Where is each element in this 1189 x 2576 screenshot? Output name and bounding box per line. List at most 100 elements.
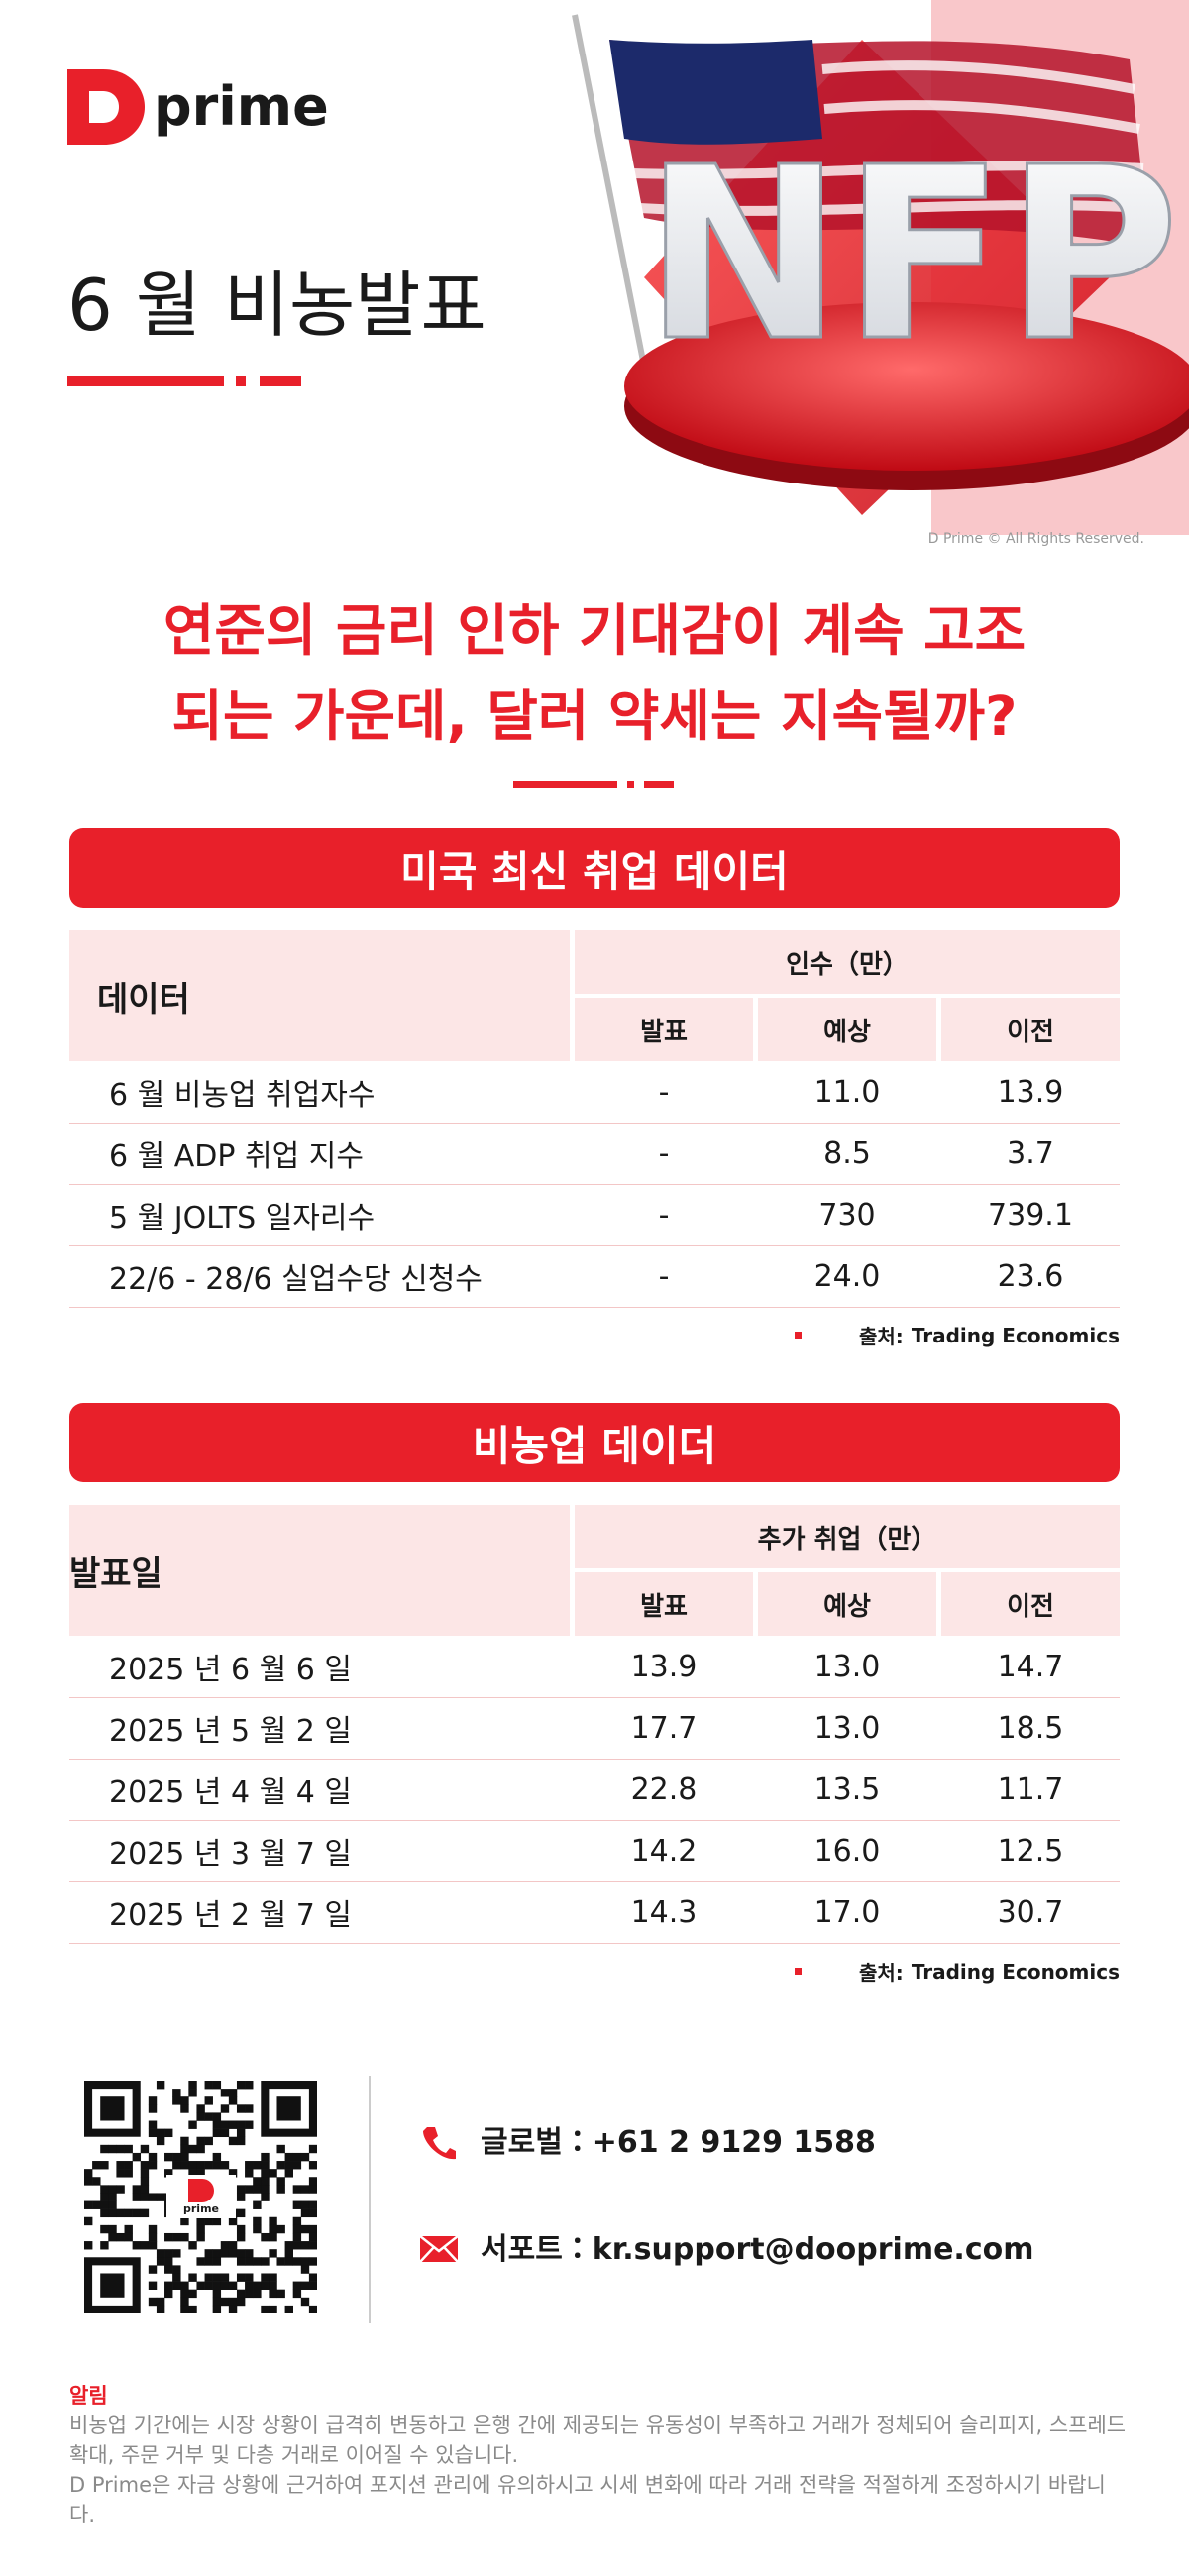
qr-module	[172, 2152, 181, 2162]
qr-module	[148, 2193, 158, 2201]
qr-module	[100, 2096, 125, 2121]
qr-module	[236, 2297, 246, 2307]
qr-module	[180, 2144, 189, 2154]
qr-module	[196, 2104, 205, 2113]
table-cell: 11.7	[997, 1771, 1064, 1807]
qr-module	[108, 2185, 117, 2194]
qr-module	[236, 2120, 246, 2129]
qr-module	[220, 2241, 230, 2250]
contact-phone: 글로벌：+61 2 9129 1588	[481, 2125, 876, 2160]
qr-module	[269, 2289, 277, 2299]
qr-module	[284, 2169, 293, 2178]
qr-module	[236, 2081, 246, 2090]
column-header: 발표	[575, 998, 753, 1061]
qr-module	[308, 2273, 317, 2282]
qr-module	[148, 2128, 158, 2138]
qr-module	[164, 2257, 173, 2266]
qr-module	[261, 2169, 270, 2178]
qr-module	[220, 2249, 230, 2258]
qr-module	[308, 2281, 317, 2290]
qr-module	[164, 2265, 173, 2274]
qr-module	[292, 2241, 302, 2250]
qr-module	[228, 2297, 238, 2307]
column-header: 예상	[758, 998, 936, 1061]
contact-email: 서포트：kr.support@dooprime.com	[481, 2232, 1034, 2267]
table-cell: -	[658, 1074, 670, 1110]
qr-module	[188, 2120, 197, 2129]
divider	[369, 2076, 371, 2323]
qr-module	[253, 2161, 262, 2170]
row-label: 2025 년 5 월 2 일	[109, 1714, 353, 1749]
qr-module	[253, 2289, 262, 2299]
qr-module	[188, 2161, 197, 2170]
qr-module	[228, 2241, 238, 2250]
qr-module	[140, 2208, 150, 2218]
qr-module	[236, 2193, 246, 2201]
qr-module	[228, 2249, 238, 2258]
row-label: 6 월 ADP 취업 지수	[109, 1139, 364, 1174]
section-title: 비농업 데이더	[69, 1403, 1120, 1482]
qr-module	[116, 2169, 125, 2178]
qr-module	[92, 2177, 101, 2186]
source-name: Trading Economics	[911, 1323, 1120, 1347]
qr-module	[269, 2232, 277, 2242]
qr-module	[140, 2193, 150, 2201]
qr-module	[300, 2281, 310, 2290]
qr-module	[156, 2257, 165, 2266]
row-label: 2025 년 4 월 4 일	[109, 1775, 353, 1810]
table-cell: 8.5	[823, 1135, 871, 1171]
qr-module	[269, 2216, 277, 2226]
qr-module	[212, 2112, 222, 2121]
row-label: 2025 년 6 월 6 일	[109, 1653, 353, 1687]
qr-module	[100, 2241, 109, 2250]
qr-module	[204, 2081, 213, 2090]
qr-module	[292, 2152, 302, 2162]
qr-module	[196, 2161, 205, 2170]
headline-line: 되는 가운데, 달러 약세는 지속될까?	[171, 685, 1018, 749]
qr-module	[156, 2193, 165, 2201]
qr-module	[116, 2232, 125, 2242]
qr-module	[196, 2232, 205, 2242]
qr-module	[116, 2208, 125, 2218]
qr-module	[148, 2241, 158, 2250]
deco	[260, 376, 301, 386]
table-row: 5 월 JOLTS 일자리수 - 730 739.1	[69, 1184, 1120, 1246]
column-header: 발표	[575, 1572, 753, 1636]
qr-module	[100, 2200, 109, 2209]
qr-module	[300, 2152, 310, 2162]
qr-module	[204, 2096, 213, 2105]
qr-module	[188, 2089, 197, 2097]
qr-module	[164, 2152, 173, 2162]
qr-module	[188, 2144, 197, 2154]
qr-module	[300, 2265, 310, 2274]
qr-module	[84, 2169, 93, 2178]
row-header: 발표일	[69, 1505, 570, 1636]
table-cell: 13.9	[997, 1074, 1064, 1110]
table-cell: 12.5	[997, 1833, 1064, 1869]
qr-module	[212, 2273, 222, 2282]
qr-module	[253, 2200, 262, 2209]
qr-module	[308, 2185, 317, 2194]
row-header: 데이터	[69, 930, 570, 1061]
deco	[236, 376, 246, 386]
qr-module	[236, 2224, 246, 2234]
copyright: D Prime © All Rights Reserved.	[927, 531, 1144, 547]
mail-icon	[419, 2235, 459, 2263]
qr-module	[220, 2089, 230, 2097]
qr-module	[84, 2241, 93, 2250]
qr-module	[100, 2161, 109, 2170]
table-cell: 22.8	[630, 1771, 698, 1807]
source: 출처: Trading Economics	[795, 1957, 1120, 1986]
qr-module	[132, 2208, 142, 2218]
qr-module	[132, 2193, 142, 2201]
qr-module	[236, 2273, 246, 2282]
qr-module	[212, 2297, 222, 2307]
row-label: 5 월 JOLTS 일자리수	[109, 1201, 376, 1235]
qr-module	[253, 2281, 262, 2290]
qr-module	[284, 2257, 293, 2266]
qr-module	[228, 2281, 238, 2290]
qr-module	[164, 2289, 173, 2299]
column-header: 예상	[758, 1572, 936, 1636]
qr-module	[308, 2177, 317, 2186]
qr-module	[292, 2232, 302, 2242]
